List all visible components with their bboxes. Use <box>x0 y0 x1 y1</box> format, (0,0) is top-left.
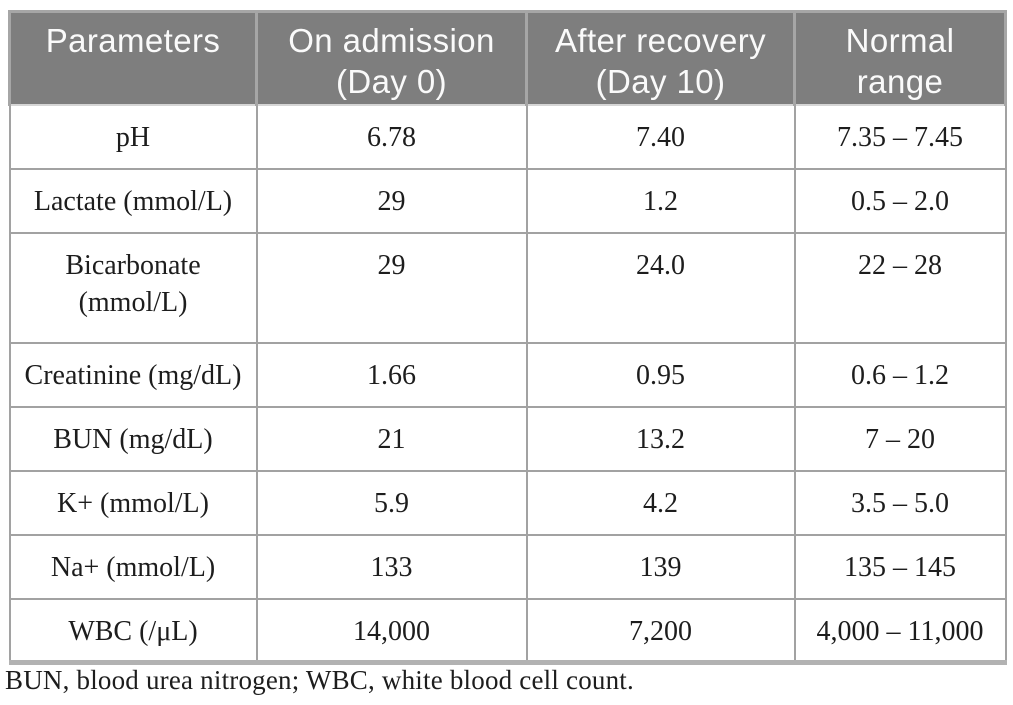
recovery-value-cell: 7.40 <box>525 103 796 170</box>
admission-value-cell: 14,000 <box>255 597 528 665</box>
normal-range-cell: 4,000 – 11,000 <box>793 597 1007 665</box>
table-row-creatinine: Creatinine (mg/dL) 1.66 0.95 0.6 – 1.2 <box>8 341 1007 408</box>
table-row-sodium: Na+ (mmol/L) 133 139 135 – 145 <box>8 533 1007 600</box>
recovery-value-cell: 24.0 <box>525 231 796 344</box>
column-header-normal-range: Normal range <box>793 10 1007 106</box>
lab-parameters-table-wrap: Parameters On admission (Day 0) After re… <box>8 10 1007 665</box>
parameter-name-cell: WBC (/μL) <box>8 597 258 665</box>
parameter-name-cell: pH <box>8 103 258 170</box>
recovery-value-cell: 7,200 <box>525 597 796 665</box>
admission-value-cell: 5.9 <box>255 469 528 536</box>
lab-parameters-table: Parameters On admission (Day 0) After re… <box>8 10 1007 665</box>
recovery-value-cell: 0.95 <box>525 341 796 408</box>
table-header: Parameters On admission (Day 0) After re… <box>8 10 1007 106</box>
parameter-name-cell: BUN (mg/dL) <box>8 405 258 472</box>
column-header-parameters: Parameters <box>8 10 258 106</box>
admission-value-cell: 29 <box>255 231 528 344</box>
admission-value-cell: 29 <box>255 167 528 234</box>
column-header-after-recovery: After recovery (Day 10) <box>525 10 796 106</box>
parameter-name-cell: K+ (mmol/L) <box>8 469 258 536</box>
normal-range-cell: 22 – 28 <box>793 231 1007 344</box>
recovery-value-cell: 1.2 <box>525 167 796 234</box>
admission-value-cell: 133 <box>255 533 528 600</box>
recovery-value-cell: 13.2 <box>525 405 796 472</box>
admission-value-cell: 1.66 <box>255 341 528 408</box>
table-row-bun: BUN (mg/dL) 21 13.2 7 – 20 <box>8 405 1007 472</box>
table-row-wbc: WBC (/μL) 14,000 7,200 4,000 – 11,000 <box>8 597 1007 665</box>
normal-range-cell: 3.5 – 5.0 <box>793 469 1007 536</box>
normal-range-cell: 135 – 145 <box>793 533 1007 600</box>
column-header-on-admission: On admission (Day 0) <box>255 10 528 106</box>
admission-value-cell: 6.78 <box>255 103 528 170</box>
header-row: Parameters On admission (Day 0) After re… <box>8 10 1007 106</box>
parameter-name-cell: Bicarbonate (mmol/L) <box>8 231 258 344</box>
table-row-ph: pH 6.78 7.40 7.35 – 7.45 <box>8 103 1007 170</box>
admission-value-cell: 21 <box>255 405 528 472</box>
normal-range-cell: 7 – 20 <box>793 405 1007 472</box>
table-footnote: BUN, blood urea nitrogen; WBC, white blo… <box>5 665 634 695</box>
normal-range-cell: 7.35 – 7.45 <box>793 103 1007 170</box>
recovery-value-cell: 139 <box>525 533 796 600</box>
table-body: pH 6.78 7.40 7.35 – 7.45 Lactate (mmol/L… <box>8 103 1007 665</box>
parameter-name-cell: Creatinine (mg/dL) <box>8 341 258 408</box>
table-row-bicarbonate: Bicarbonate (mmol/L) 29 24.0 22 – 28 <box>8 231 1007 344</box>
normal-range-cell: 0.5 – 2.0 <box>793 167 1007 234</box>
table-row-lactate: Lactate (mmol/L) 29 1.2 0.5 – 2.0 <box>8 167 1007 234</box>
parameter-name-cell: Lactate (mmol/L) <box>8 167 258 234</box>
parameter-name-cell: Na+ (mmol/L) <box>8 533 258 600</box>
normal-range-cell: 0.6 – 1.2 <box>793 341 1007 408</box>
recovery-value-cell: 4.2 <box>525 469 796 536</box>
table-row-potassium: K+ (mmol/L) 5.9 4.2 3.5 – 5.0 <box>8 469 1007 536</box>
